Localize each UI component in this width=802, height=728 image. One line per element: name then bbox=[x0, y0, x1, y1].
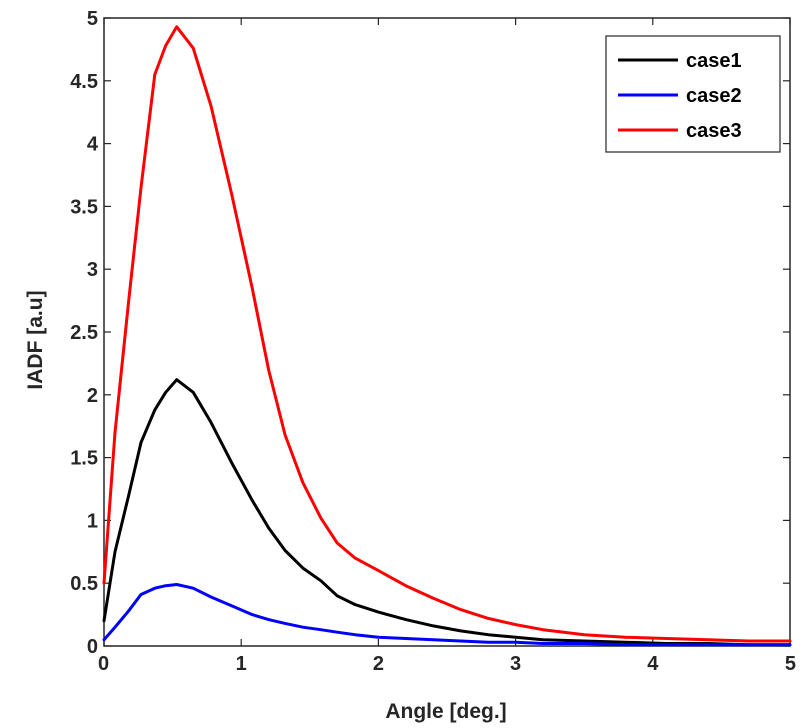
y-axis-ticks: 0 0.5 1 1.5 2 2.5 3 3.5 4 4.5 5 bbox=[70, 8, 790, 658]
y-tick-label: 0 bbox=[87, 636, 98, 658]
y-tick-label: 4 bbox=[87, 134, 99, 156]
legend-label-case2: case2 bbox=[686, 85, 742, 107]
series-group bbox=[102, 25, 792, 647]
y-tick-label: 5 bbox=[87, 8, 98, 30]
y-tick-label: 2.5 bbox=[70, 322, 98, 344]
y-tick-label: 4.5 bbox=[70, 71, 98, 93]
x-tick-label: 3 bbox=[510, 653, 521, 675]
y-tick-label: 0.5 bbox=[70, 573, 98, 595]
y-tick-label: 3 bbox=[87, 259, 98, 281]
y-tick-label: 3.5 bbox=[70, 196, 98, 218]
x-tick-label: 4 bbox=[647, 653, 659, 675]
x-axis-title: Angle [deg.] bbox=[385, 700, 506, 723]
y-tick-label: 2 bbox=[87, 385, 98, 407]
legend-label-case3: case3 bbox=[686, 120, 742, 142]
x-tick-label: 1 bbox=[236, 653, 247, 675]
x-tick-label: 5 bbox=[785, 653, 796, 675]
series-line-case2 bbox=[102, 583, 792, 647]
series-line-case1 bbox=[102, 378, 792, 647]
legend-label-case1: case1 bbox=[686, 50, 742, 72]
y-tick-label: 1.5 bbox=[70, 448, 98, 470]
x-tick-label: 0 bbox=[98, 653, 109, 675]
y-axis-title: IADF [a.u] bbox=[24, 290, 47, 389]
legend: case1 case2 case3 bbox=[605, 35, 781, 153]
y-tick-label: 1 bbox=[87, 510, 98, 532]
series-line-case3 bbox=[102, 25, 792, 643]
x-tick-label: 2 bbox=[373, 653, 384, 675]
